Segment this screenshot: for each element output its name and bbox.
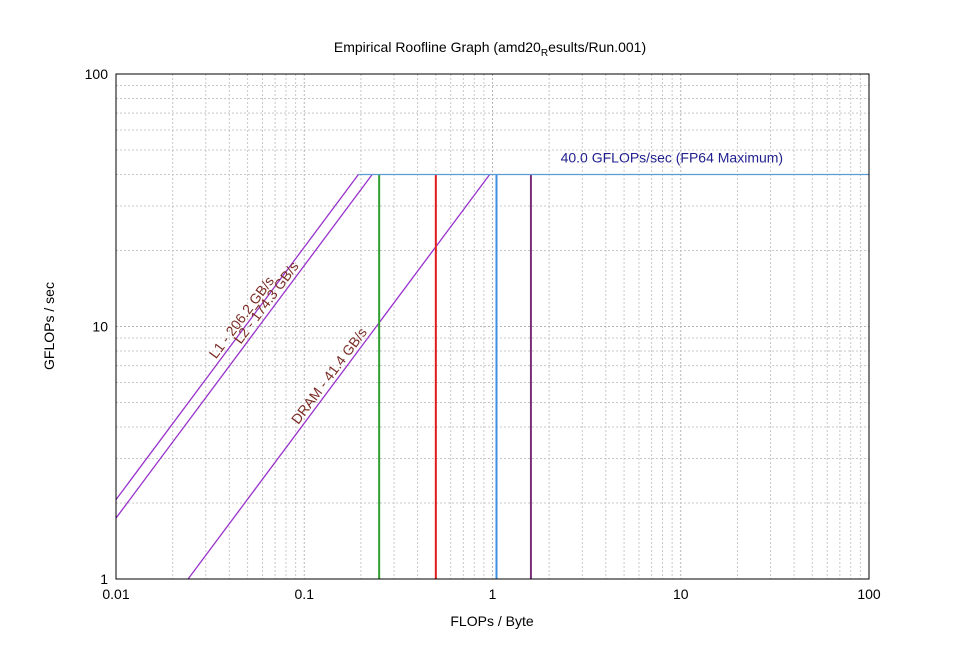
compute-roof-label: 40.0 GFLOPs/sec (FP64 Maximum) [561,149,784,165]
x-tick-label: 100 [857,586,881,602]
roof-lines [115,173,869,580]
x-tick-label: 0.1 [295,586,315,602]
x-tick-label: 10 [673,586,689,602]
tick-labels: 0.01 0.1 1 10 100 1 10 100 [85,66,881,602]
x-tick-label: 1 [489,586,497,602]
bandwidth-roof-label: L2 - 174.3 GB/s [230,258,301,346]
chart-title: Empirical Roofline Graph (amd20Results/R… [334,39,646,59]
bandwidth-roof-label: DRAM - 41.4 GB/s [288,324,370,426]
x-axis-label: FLOPs / Byte [450,613,533,629]
plot-frame [115,73,870,580]
x-tick-label: 0.01 [102,586,129,602]
y-axis-label: GFLOPs / sec [41,282,57,370]
y-tick-label: 100 [85,66,109,82]
y-tick-label: 1 [100,571,108,587]
bandwidth-roof-line [115,174,373,519]
bandwidth-roof-line [115,174,359,501]
y-tick-label: 10 [92,319,108,335]
bandwidth-roof-line [187,174,491,580]
